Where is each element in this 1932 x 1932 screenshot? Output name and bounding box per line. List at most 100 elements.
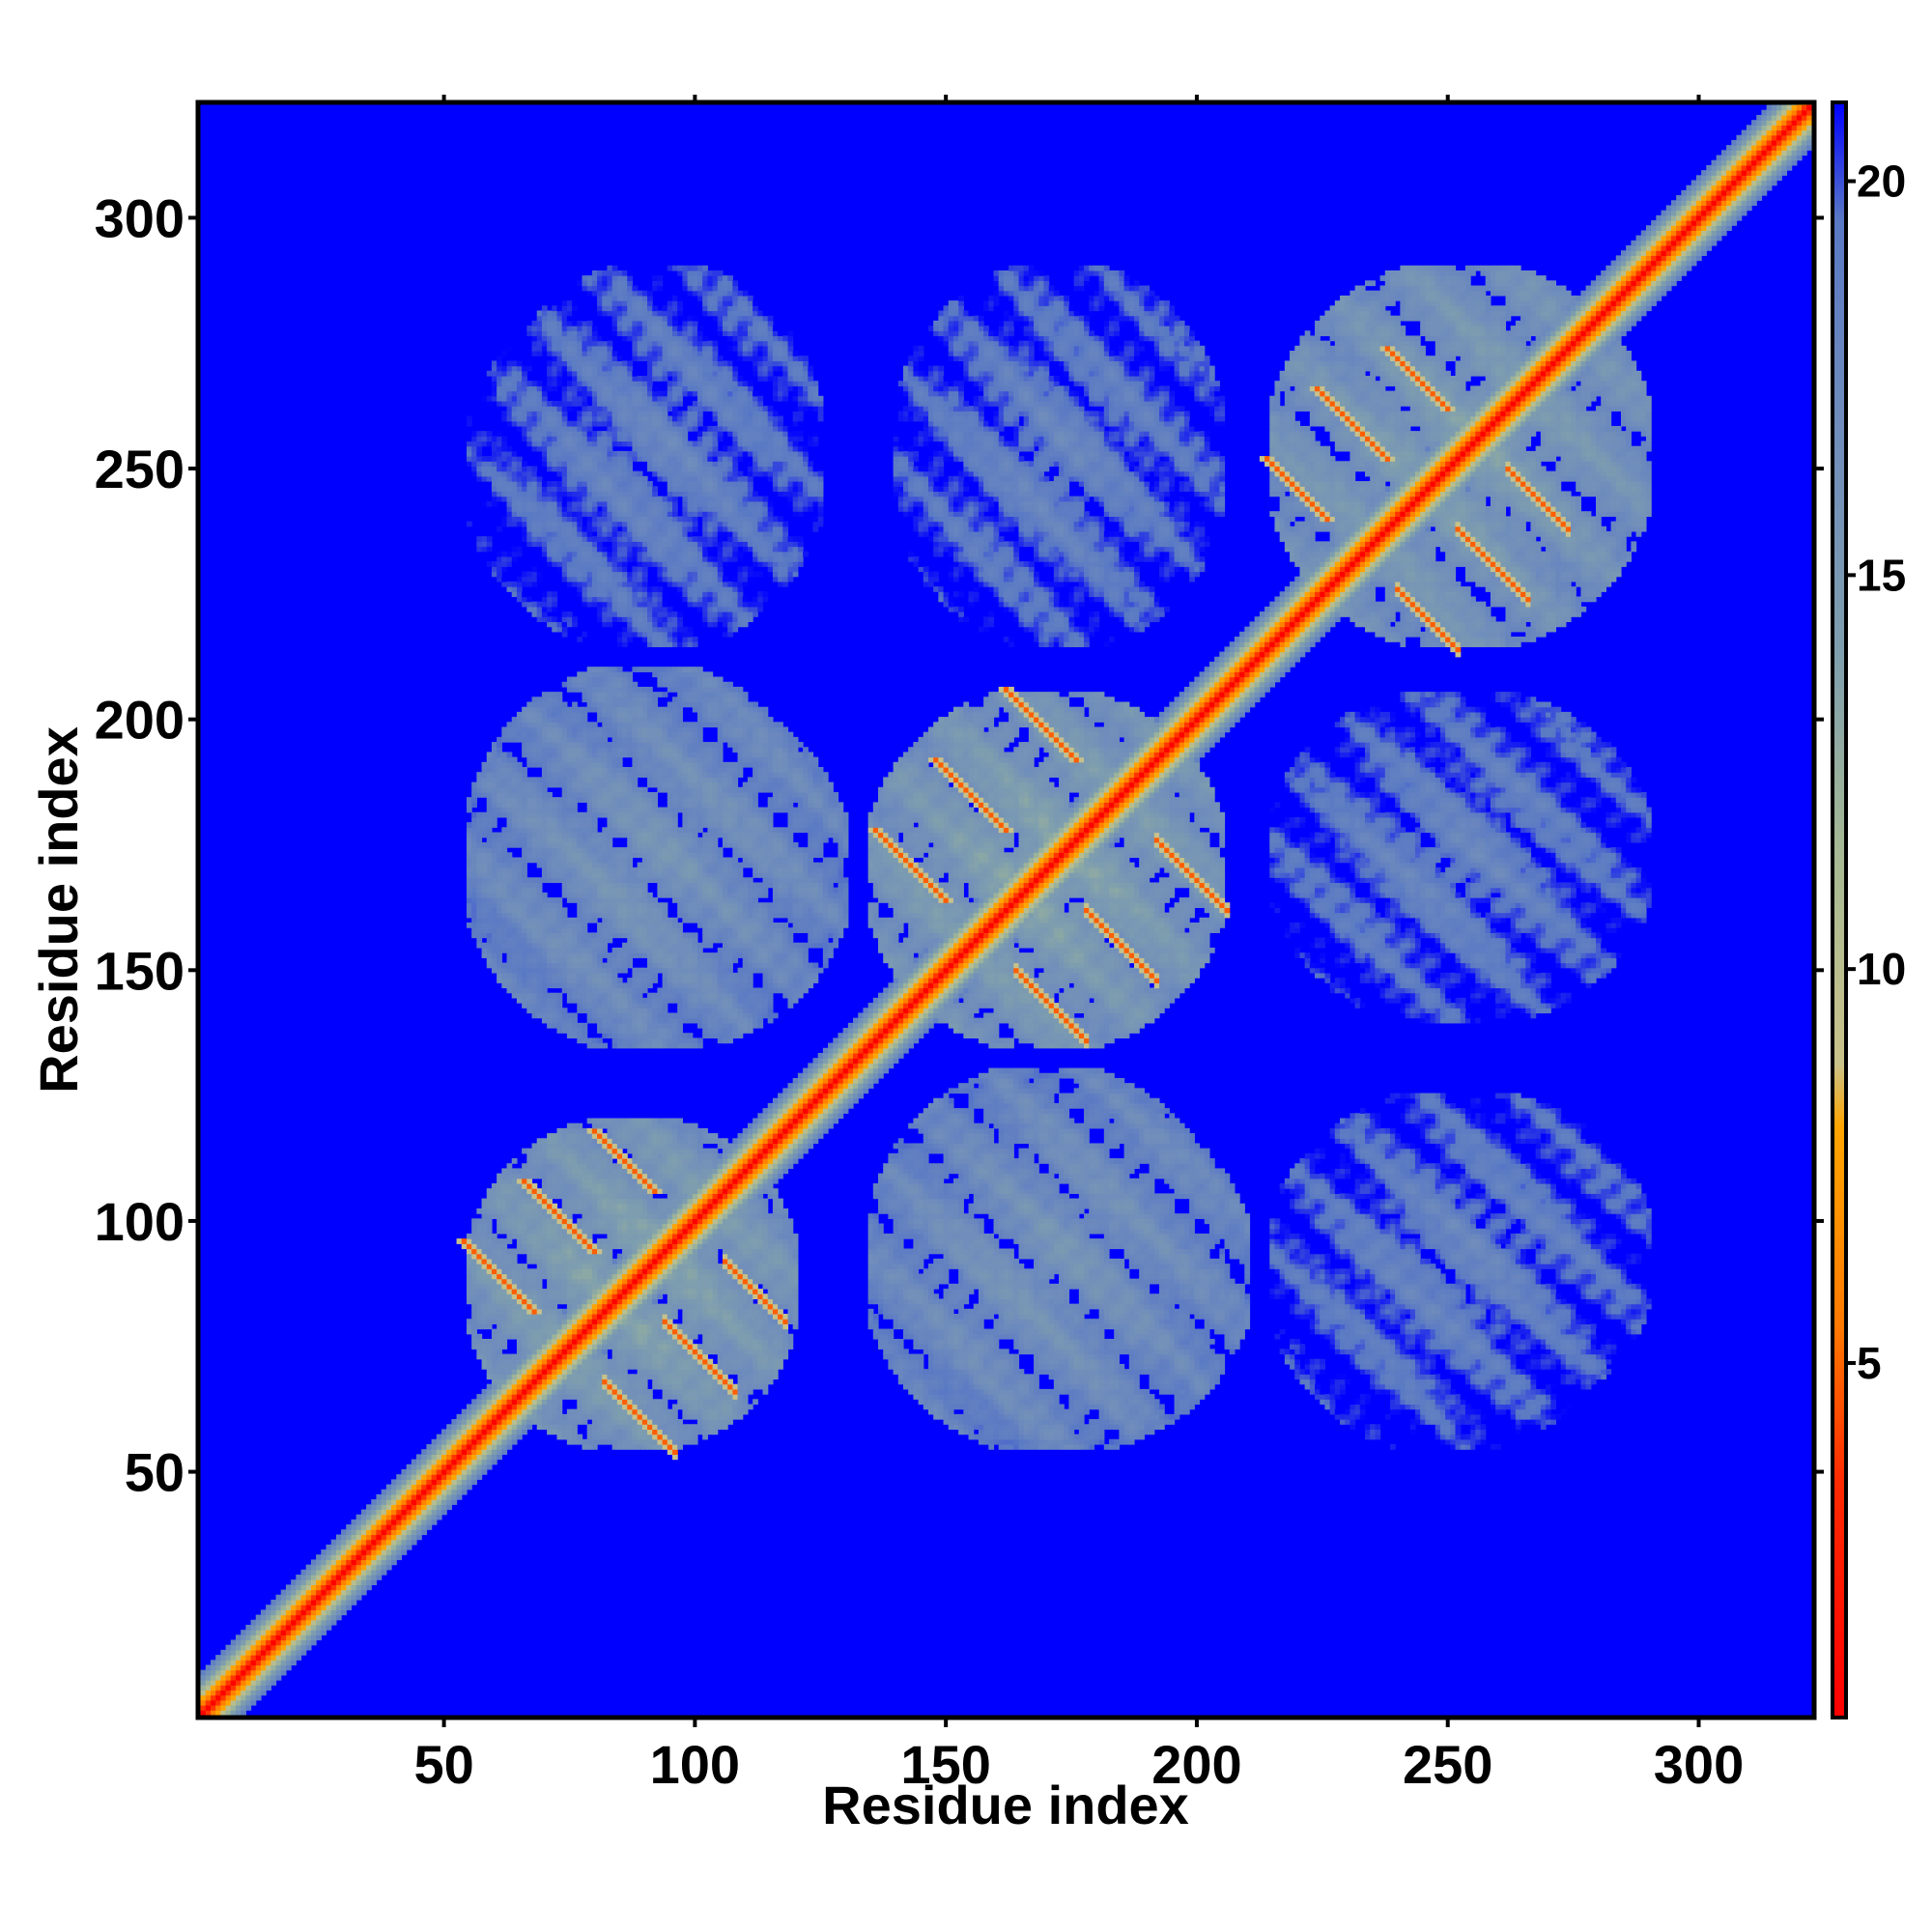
heatmap-cell <box>281 1595 287 1601</box>
heatmap-cell <box>391 1504 397 1510</box>
heatmap-cell <box>382 1540 387 1546</box>
heatmap-cell <box>401 1529 407 1535</box>
heatmap-cell <box>432 1490 438 1495</box>
heatmap-cell <box>220 1710 226 1716</box>
heatmap-cell <box>346 1540 352 1546</box>
heatmap-cell <box>331 1609 337 1615</box>
heatmap-cell <box>471 1298 477 1304</box>
heatmap-cell <box>286 1605 292 1610</box>
heatmap-cell <box>487 1349 493 1354</box>
heatmap-cell <box>471 893 477 898</box>
heatmap-cell <box>471 436 477 441</box>
heatmap-cell <box>336 1590 342 1596</box>
heatmap-cell <box>471 817 477 823</box>
heatmap-cell <box>482 872 488 878</box>
heatmap-cell <box>286 1664 292 1670</box>
heatmap-cell <box>421 1494 427 1500</box>
heatmap-cell <box>266 1625 271 1631</box>
heatmap-cell <box>476 1314 482 1320</box>
heatmap-cell <box>482 1279 488 1285</box>
heatmap-cell <box>451 1490 457 1495</box>
heatmap-cell <box>266 1655 271 1661</box>
heatmap-cell <box>231 1675 237 1681</box>
heatmap-cell <box>386 1524 392 1530</box>
heatmap-cell <box>331 1600 337 1605</box>
heatmap-cell <box>476 1414 482 1420</box>
heatmap-cell <box>426 1485 432 1491</box>
heatmap-cell <box>226 1655 232 1661</box>
heatmap-cell <box>467 1323 472 1329</box>
heatmap-cell <box>471 882 477 888</box>
heatmap-cell <box>396 1529 402 1535</box>
heatmap-cell <box>226 1710 232 1716</box>
heatmap-cell <box>407 1464 412 1470</box>
heatmap-cell <box>416 1464 422 1470</box>
heatmap-cell <box>457 1454 463 1460</box>
heatmap-cell <box>215 1675 221 1681</box>
heatmap-cell <box>467 1279 472 1285</box>
heatmap-cell <box>487 1339 493 1345</box>
heatmap-cell <box>356 1515 362 1520</box>
heatmap-cell <box>421 1479 427 1485</box>
heatmap-cell <box>482 1424 488 1430</box>
heatmap-cell <box>462 1419 468 1425</box>
heatmap-cell <box>407 1485 412 1491</box>
heatmap-cell <box>426 1444 432 1450</box>
heatmap-cell <box>241 1705 246 1711</box>
heatmap-cell <box>476 777 482 782</box>
heatmap-cell <box>451 1499 457 1505</box>
heatmap-cell <box>351 1600 356 1605</box>
heatmap-cell <box>261 1609 267 1615</box>
heatmap-cell <box>437 1490 442 1495</box>
heatmap-cell <box>476 1344 482 1350</box>
heatmap-cell <box>476 1469 482 1475</box>
heatmap-cell <box>471 1229 477 1235</box>
heatmap-cell <box>401 1545 407 1550</box>
heatmap-cell <box>482 897 488 903</box>
heatmap-cell <box>471 812 477 818</box>
heatmap-cell <box>311 1625 317 1631</box>
heatmap-cell <box>482 787 488 793</box>
heatmap-cell <box>311 1584 317 1590</box>
heatmap-cell <box>376 1499 382 1505</box>
heatmap-cell <box>261 1645 267 1651</box>
heatmap-cell <box>376 1515 382 1520</box>
heatmap-cell <box>476 1259 482 1264</box>
heatmap-cell <box>426 1464 432 1470</box>
heatmap-cell <box>236 1675 242 1681</box>
heatmap-cell <box>356 1590 362 1596</box>
heatmap-cell <box>211 1685 216 1690</box>
heatmap-cell <box>471 822 477 828</box>
heatmap-cell <box>327 1600 332 1605</box>
heatmap-cell <box>245 1675 251 1681</box>
heatmap-cell <box>371 1520 377 1525</box>
heatmap-cell <box>471 1284 477 1290</box>
heatmap-cell <box>236 1695 242 1701</box>
heatmap-cell <box>346 1579 352 1585</box>
heatmap-cell <box>386 1490 392 1495</box>
heatmap-cell <box>437 1469 442 1475</box>
heatmap-cell <box>356 1524 362 1530</box>
heatmap-cell <box>482 1213 488 1219</box>
heatmap-cell <box>482 877 488 883</box>
heatmap-cell <box>346 1570 352 1576</box>
heatmap-cell <box>386 1529 392 1535</box>
heatmap-cell <box>467 857 472 863</box>
heatmap-cell <box>482 1364 488 1370</box>
heatmap-cell <box>366 1534 372 1540</box>
heatmap-cell <box>471 1399 477 1405</box>
heatmap-cell <box>476 1234 482 1239</box>
heatmap-cell <box>482 1224 488 1230</box>
heatmap-cell <box>482 1234 488 1239</box>
heatmap-cell <box>296 1640 301 1646</box>
heatmap-cell <box>311 1600 317 1605</box>
heatmap-cell <box>236 1645 242 1651</box>
heatmap-cell <box>306 1595 312 1601</box>
heatmap-cell <box>432 1464 438 1470</box>
heatmap-cell <box>220 1695 226 1701</box>
heatmap-cell <box>245 1630 251 1635</box>
heatmap-cell <box>451 1419 457 1425</box>
heatmap-cell <box>412 1504 417 1510</box>
heatmap-cell <box>306 1634 312 1640</box>
heatmap-cell <box>261 1675 267 1681</box>
